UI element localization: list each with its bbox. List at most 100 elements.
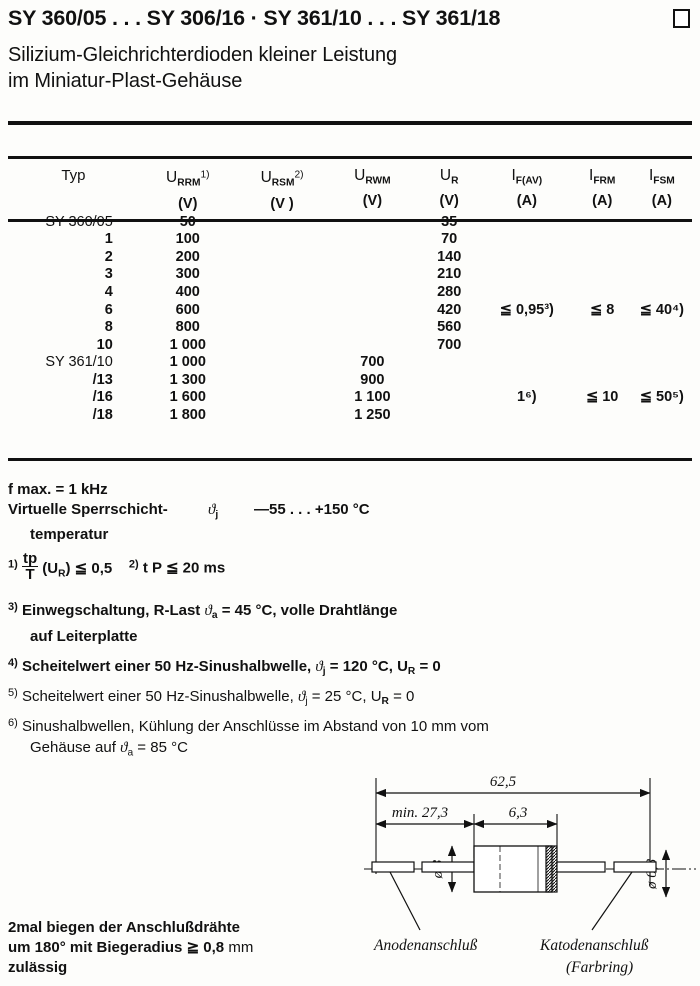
- table-row: 2 200 140: [8, 249, 692, 267]
- col-header-ur-symbol: U: [439, 167, 452, 184]
- dim-wire-diameter: ø 0,8: [644, 849, 671, 898]
- col-header-urrm-symbol: U: [166, 169, 178, 187]
- cell-ur: [417, 407, 481, 425]
- cell-urrm: 800: [175, 319, 200, 336]
- cell-urwm: [327, 337, 417, 355]
- cell-ifsm: ≦ 50⁵): [639, 389, 684, 406]
- footnote-5-marker: 5): [8, 687, 18, 699]
- cell-typ: 10: [96, 336, 113, 353]
- cell-ifav: ≦ 0,95³): [499, 301, 554, 318]
- conditions-block: f max. = 1 kHz Virtuelle Sperrschicht- ϑ…: [8, 480, 692, 545]
- col-header-ursm-sub: RSM: [271, 177, 295, 189]
- col-header-ursm: URSM2) (V ): [237, 168, 328, 214]
- rule-header-bottom: [8, 219, 692, 222]
- cell-ifsm: [632, 214, 692, 232]
- anode-lead-segment-2: [421, 861, 475, 873]
- cell-ur: 210: [437, 266, 462, 283]
- col-header-ifrm: IFRM (A): [573, 168, 632, 214]
- cell-ifrm: [573, 231, 632, 249]
- cell-ifav: [481, 372, 573, 390]
- cell-ifav: [481, 214, 573, 232]
- cell-urwm: [327, 266, 417, 284]
- cell-ifrm: [573, 337, 632, 355]
- dim-total-length: 62,5: [375, 774, 651, 798]
- col-header-urrm: URRM1) (V): [139, 168, 237, 214]
- table-row: 8 800 560: [8, 319, 692, 337]
- cell-urrm: 1 000: [169, 336, 206, 353]
- cathode-lead-segment-2: [613, 861, 657, 873]
- footnote-3-marker: 3): [8, 601, 18, 613]
- cell-urwm: [327, 302, 417, 320]
- col-header-ifav: IF(AV) (A): [481, 168, 573, 214]
- package-outline-drawing: 62,5 min. 27,3 6,3 ø 3 ø 0,8: [360, 762, 700, 986]
- col-header-ifav-symbol: I: [511, 167, 516, 184]
- footnote-6: 6) Sinushalbwellen, Kühlung der Anschlüs…: [8, 713, 692, 763]
- cell-ifrm: [573, 249, 632, 267]
- cell-ifav: [481, 249, 573, 267]
- cell-ifrm: [573, 354, 632, 372]
- cell-ifsm: [632, 249, 692, 267]
- cathode-callout-label-1: Katodenanschluß: [539, 937, 649, 954]
- anode-lead-segment-1: [371, 861, 415, 873]
- footnote-6-marker: 6): [8, 717, 18, 729]
- table-row: /16 1 600 1 100 1⁶) ≦ 10 ≦ 50⁵): [8, 389, 692, 407]
- footnote-3: 3) Einwegschaltung, R-Last ϑa = 45 °C, v…: [8, 597, 692, 647]
- col-header-ur-unit: (V): [439, 193, 459, 210]
- cell-urwm: [327, 214, 417, 232]
- cell-typ: 3: [104, 266, 113, 283]
- cell-ifrm: [573, 214, 632, 232]
- col-header-ifav-sub: F(AV): [515, 175, 543, 187]
- footnote-1-fraction: tp T: [21, 550, 39, 584]
- subtitle-line-2: im Miniatur-Plast-Gehäuse: [8, 70, 243, 92]
- cell-typ: 4: [104, 283, 113, 300]
- footnote-5: 5) Scheitelwert einer 50 Hz-Sinushalbwel…: [8, 687, 415, 708]
- dim-lead-min-label: min. 27,3: [392, 805, 448, 821]
- bending-note-line-1: 2mal biegen der Anschlußdrähte: [8, 919, 240, 936]
- cathode-lead-segment-1: [556, 861, 606, 873]
- col-header-ifsm-symbol: I: [648, 167, 654, 184]
- table-row: /18 1 800 1 250: [8, 407, 692, 425]
- page-subtitle: Silizium-Gleichrichterdioden kleiner Lei…: [8, 42, 668, 94]
- footnote-4: 4) Scheitelwert einer 50 Hz-Sinushalbwel…: [8, 657, 441, 678]
- cell-typ: /18: [92, 407, 113, 424]
- cell-ur: 420: [437, 301, 462, 318]
- footnote-1-body: (UR) ≦ 0,5: [42, 559, 113, 579]
- cell-ifav: [481, 266, 573, 284]
- col-header-urwm-sub: RWM: [365, 175, 391, 187]
- cell-urrm: 300: [175, 266, 200, 283]
- cell-ursm: [237, 389, 328, 407]
- cathode-color-band: [545, 845, 558, 893]
- col-header-urwm: URWM (V): [327, 168, 417, 214]
- cell-ifrm: ≦ 8: [590, 301, 615, 318]
- cell-urwm: [327, 249, 417, 267]
- col-header-ifav-unit: (A): [516, 193, 537, 210]
- cell-ifav: [481, 284, 573, 302]
- bending-note-line-2: um 180° mit Biegeradius ≧ 0,8 mm: [8, 939, 254, 956]
- cell-urrm: 1 600: [169, 389, 206, 406]
- cell-ursm: [237, 337, 328, 355]
- bending-note: 2mal biegen der Anschlußdrähte um 180° m…: [8, 918, 348, 978]
- col-header-typ-symbol: Typ: [61, 167, 86, 184]
- col-header-ifsm-sub: FSM: [653, 175, 675, 187]
- cell-urrm: 200: [175, 248, 200, 265]
- cell-ifav: 1⁶): [517, 389, 537, 406]
- cell-ifrm: [573, 266, 632, 284]
- cell-urwm: [327, 284, 417, 302]
- col-header-ur: UR (V): [417, 168, 481, 214]
- table-body: SY 360/05 50 35 1 100 70 2 200 140 3 300 210 4 400 280…: [8, 214, 692, 425]
- footnote-6-line-1: 6) Sinushalbwellen, Kühlung der Anschlüs…: [8, 717, 489, 735]
- cell-typ: /16: [92, 389, 113, 406]
- cell-typ: 1: [104, 231, 113, 248]
- cell-ursm: [237, 249, 328, 267]
- cell-ur: 70: [441, 231, 458, 248]
- cell-ursm: [237, 354, 328, 372]
- junction-temp-line: Virtuelle Sperrschicht- ϑj —55 . . . +15…: [8, 500, 692, 525]
- cell-ur: 700: [437, 336, 462, 353]
- cell-urwm: [327, 319, 417, 337]
- col-header-ursm-unit: (V ): [270, 195, 294, 212]
- col-header-ifrm-unit: (A): [592, 193, 613, 210]
- cell-ifsm: [632, 372, 692, 390]
- page-header: SY 360/05 . . . SY 306/16 · SY 361/10 . …: [8, 6, 692, 31]
- cell-ifsm: [632, 337, 692, 355]
